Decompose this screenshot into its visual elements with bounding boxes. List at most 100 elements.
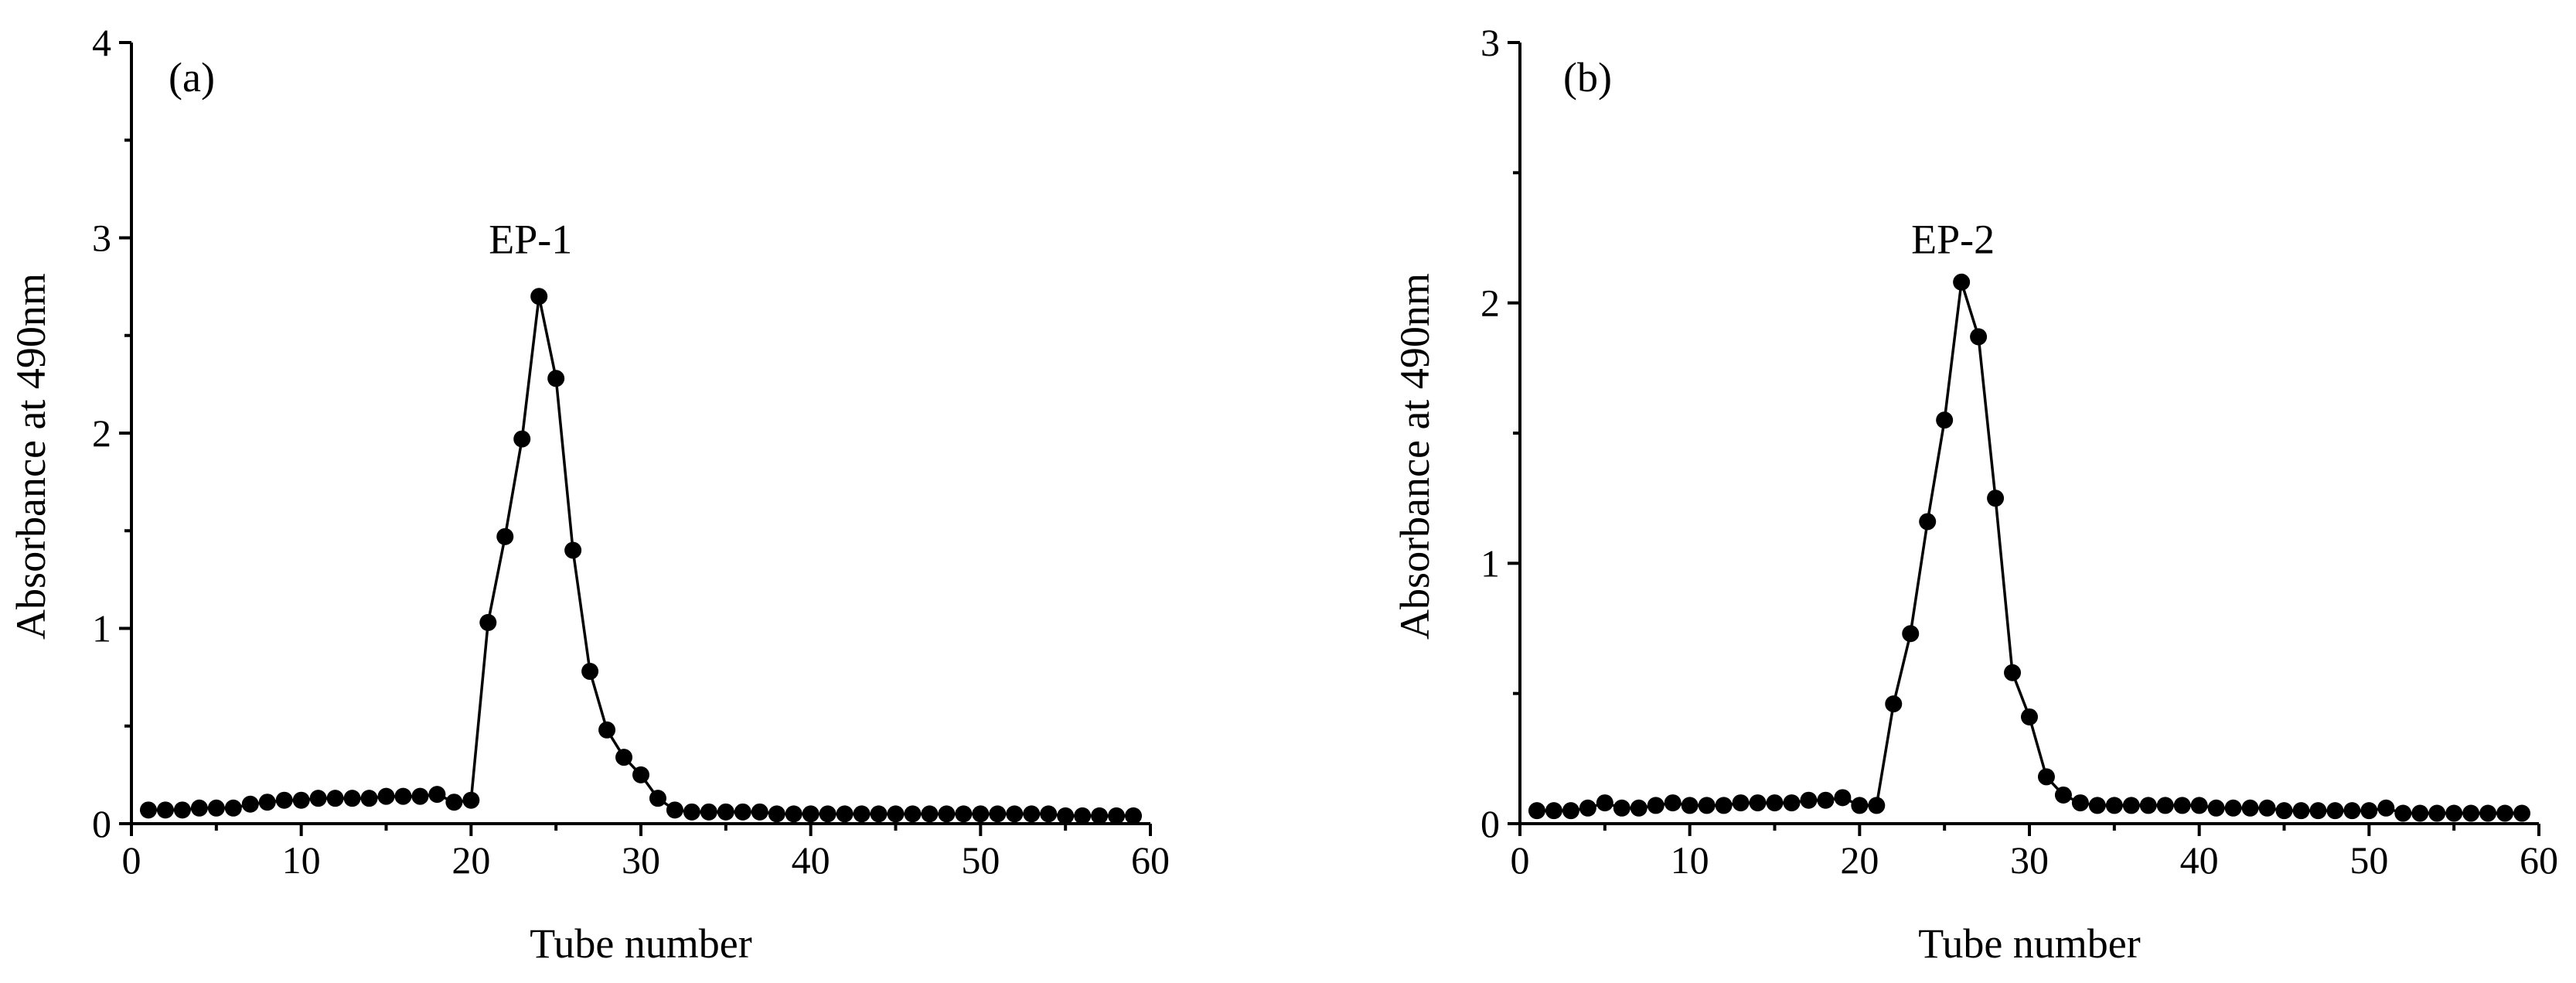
data-point — [2479, 804, 2497, 822]
data-point — [581, 663, 599, 681]
data-point — [615, 749, 633, 766]
data-point — [751, 803, 768, 821]
data-point — [2496, 804, 2514, 822]
data-point — [768, 805, 785, 823]
data-point — [1800, 791, 1818, 809]
data-point — [2411, 804, 2429, 822]
data-point — [462, 791, 480, 809]
data-point — [1579, 799, 1596, 817]
data-point — [2156, 797, 2174, 814]
data-point — [2309, 802, 2327, 820]
data-point — [2394, 804, 2412, 822]
x-tick-label: 50 — [2349, 838, 2388, 882]
data-point — [513, 430, 531, 448]
data-point — [343, 790, 361, 807]
data-point — [1834, 789, 1852, 807]
data-point — [1953, 273, 1971, 291]
data-point — [1732, 794, 1750, 812]
data-point — [1074, 807, 1092, 824]
data-point — [955, 805, 973, 823]
data-point — [1528, 802, 1545, 820]
data-point — [683, 803, 700, 821]
series-line — [1537, 282, 2522, 815]
data-point — [785, 805, 802, 823]
x-tick-label: 40 — [792, 838, 830, 882]
data-point — [1902, 625, 1920, 643]
data-point — [2173, 797, 2191, 814]
data-point — [802, 805, 819, 823]
data-point — [173, 801, 191, 819]
y-tick-label: 2 — [92, 411, 111, 455]
data-point — [1664, 794, 1682, 812]
y-tick-label: 0 — [92, 802, 111, 845]
data-point — [904, 805, 922, 823]
data-point — [2462, 804, 2480, 822]
data-point — [2021, 708, 2038, 725]
data-point — [1108, 807, 1126, 824]
y-axis-title: Absorbance at 490nm — [8, 273, 54, 640]
y-tick-label: 4 — [92, 21, 111, 64]
data-point — [241, 795, 259, 813]
data-point — [190, 799, 208, 817]
x-tick-label: 20 — [1840, 838, 1879, 882]
data-point — [2241, 799, 2259, 817]
data-point — [1783, 794, 1801, 812]
series-line — [148, 295, 1133, 817]
data-point — [258, 794, 276, 811]
data-point — [1919, 513, 1937, 531]
y-tick-label: 3 — [92, 217, 111, 260]
data-point — [1613, 799, 1630, 817]
data-point — [700, 803, 717, 821]
x-axis-title: Tube number — [1918, 920, 2141, 967]
data-point — [2292, 802, 2310, 820]
data-point — [1885, 695, 1903, 713]
data-point — [734, 803, 751, 821]
data-point — [2343, 802, 2361, 820]
data-point — [1125, 807, 1143, 824]
data-point — [2377, 799, 2395, 817]
data-point — [989, 805, 1007, 823]
chart-panel-2: 0 10 20 30 40 50 60 0 1 2 3 Tube number Absorbance a… — [1392, 21, 2558, 967]
peak-annotation: EP-2 — [1911, 217, 1995, 263]
data-point — [1091, 807, 1109, 824]
data-point — [1698, 797, 1716, 814]
data-point — [921, 805, 939, 823]
y-axis-title: Absorbance at 490nm — [1392, 273, 1438, 640]
x-tick-label: 10 — [1671, 838, 1709, 882]
data-point — [1936, 411, 1954, 429]
data-point — [1868, 797, 1886, 814]
data-point — [2088, 797, 2106, 814]
data-point — [156, 801, 174, 819]
data-point — [496, 527, 514, 545]
data-point — [2513, 804, 2531, 822]
x-tick-label: 10 — [282, 838, 321, 882]
data-point — [853, 805, 871, 823]
y-tick-label: 3 — [1481, 21, 1500, 64]
y-tick-label: 1 — [1481, 541, 1500, 585]
data-point — [2224, 799, 2242, 817]
data-point — [2428, 804, 2446, 822]
data-point — [2037, 768, 2055, 786]
data-point — [326, 790, 344, 807]
y-tick-label: 0 — [1481, 802, 1500, 845]
data-point — [2122, 797, 2140, 814]
data-point — [2004, 664, 2022, 681]
data-point — [224, 799, 242, 817]
data-point — [309, 790, 327, 807]
data-point — [139, 801, 157, 819]
panel-label: (a) — [169, 54, 215, 101]
panel-label: (b) — [1563, 54, 1612, 101]
data-point — [445, 794, 463, 811]
y-tick-label: 2 — [1481, 282, 1500, 325]
data-point — [666, 801, 683, 819]
y-tick-label: 1 — [92, 607, 111, 650]
data-point — [598, 721, 616, 739]
data-point — [819, 805, 837, 823]
data-point — [938, 805, 956, 823]
data-point — [394, 787, 412, 805]
data-point — [1040, 805, 1058, 823]
data-point — [2445, 804, 2463, 822]
data-point — [377, 787, 395, 805]
